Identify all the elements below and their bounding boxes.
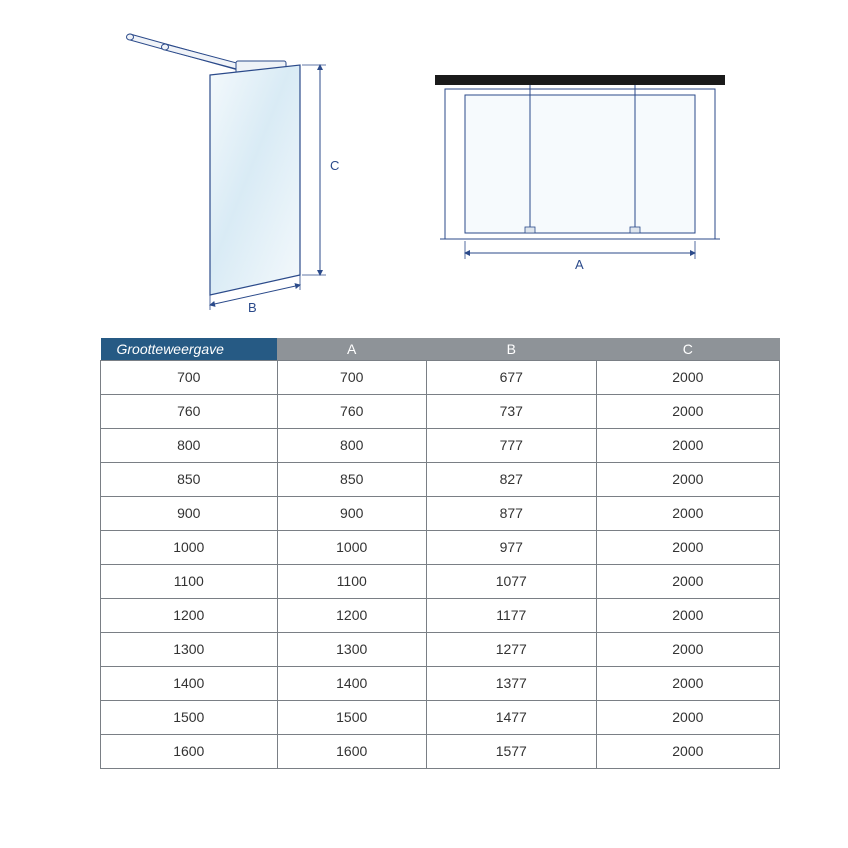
table-cell: 800 [101, 428, 278, 462]
table-cell: 2000 [596, 700, 779, 734]
table-cell: 1077 [426, 564, 596, 598]
table-cell: 1300 [277, 632, 426, 666]
table-cell: 900 [277, 496, 426, 530]
th-c: C [596, 338, 779, 360]
table-cell: 1577 [426, 734, 596, 768]
glass-panel [210, 65, 300, 295]
dim-a-label: A [575, 257, 584, 272]
table-row: 1100110010772000 [101, 564, 780, 598]
table-cell: 2000 [596, 598, 779, 632]
table-row: 1200120011772000 [101, 598, 780, 632]
table-cell: 700 [277, 360, 426, 394]
glass-front [465, 95, 695, 233]
table-cell: 2000 [596, 394, 779, 428]
table-cell: 2000 [596, 632, 779, 666]
table-row: 100010009772000 [101, 530, 780, 564]
table-cell: 827 [426, 462, 596, 496]
table-cell: 1477 [426, 700, 596, 734]
table-cell: 677 [426, 360, 596, 394]
table-cell: 977 [426, 530, 596, 564]
th-b: B [426, 338, 596, 360]
table-cell: 1377 [426, 666, 596, 700]
table-cell: 2000 [596, 360, 779, 394]
table-cell: 1277 [426, 632, 596, 666]
table-row: 1300130012772000 [101, 632, 780, 666]
table-cell: 2000 [596, 462, 779, 496]
table-cell: 1600 [277, 734, 426, 768]
table-cell: 2000 [596, 666, 779, 700]
table-cell: 2000 [596, 564, 779, 598]
left-diagram: C B [120, 20, 380, 320]
table-header-row: Grootteweergave A B C [101, 338, 780, 360]
dim-c-label: C [330, 158, 339, 173]
table-row: 7607607372000 [101, 394, 780, 428]
table-cell: 2000 [596, 428, 779, 462]
table-cell: 1300 [101, 632, 278, 666]
table-cell: 2000 [596, 530, 779, 564]
diagrams-area: C B [60, 20, 788, 320]
table-cell: 900 [101, 496, 278, 530]
table-cell: 700 [101, 360, 278, 394]
right-diagram: A [435, 75, 725, 275]
table-cell: 1400 [101, 666, 278, 700]
table-cell: 1000 [101, 530, 278, 564]
table-cell: 850 [101, 462, 278, 496]
table-cell: 760 [277, 394, 426, 428]
size-table: Grootteweergave A B C 700700677200076076… [100, 338, 780, 769]
table-cell: 1100 [101, 564, 278, 598]
table-row: 8508508272000 [101, 462, 780, 496]
table-cell: 737 [426, 394, 596, 428]
table-cell: 1177 [426, 598, 596, 632]
right-diagram-svg: A [435, 75, 725, 275]
table-row: 1400140013772000 [101, 666, 780, 700]
table-body: 7007006772000760760737200080080077720008… [101, 360, 780, 768]
table-cell: 1500 [101, 700, 278, 734]
table-row: 9009008772000 [101, 496, 780, 530]
table-row: 1500150014772000 [101, 700, 780, 734]
table-cell: 2000 [596, 496, 779, 530]
table-cell: 1400 [277, 666, 426, 700]
table-cell: 850 [277, 462, 426, 496]
table-cell: 1000 [277, 530, 426, 564]
table-cell: 1200 [101, 598, 278, 632]
table-row: 1600160015772000 [101, 734, 780, 768]
page: C B [0, 0, 848, 848]
table-cell: 1600 [101, 734, 278, 768]
table-row: 7007006772000 [101, 360, 780, 394]
th-a: A [277, 338, 426, 360]
left-diagram-svg: C B [120, 20, 380, 320]
table-cell: 1500 [277, 700, 426, 734]
th-grootteweergave: Grootteweergave [101, 338, 278, 360]
dim-b-label: B [248, 300, 257, 315]
table-cell: 1100 [277, 564, 426, 598]
wall-bar [435, 75, 725, 85]
table-cell: 760 [101, 394, 278, 428]
table-cell: 777 [426, 428, 596, 462]
table-cell: 800 [277, 428, 426, 462]
table-row: 8008007772000 [101, 428, 780, 462]
table-cell: 877 [426, 496, 596, 530]
table-cell: 2000 [596, 734, 779, 768]
table-cell: 1200 [277, 598, 426, 632]
